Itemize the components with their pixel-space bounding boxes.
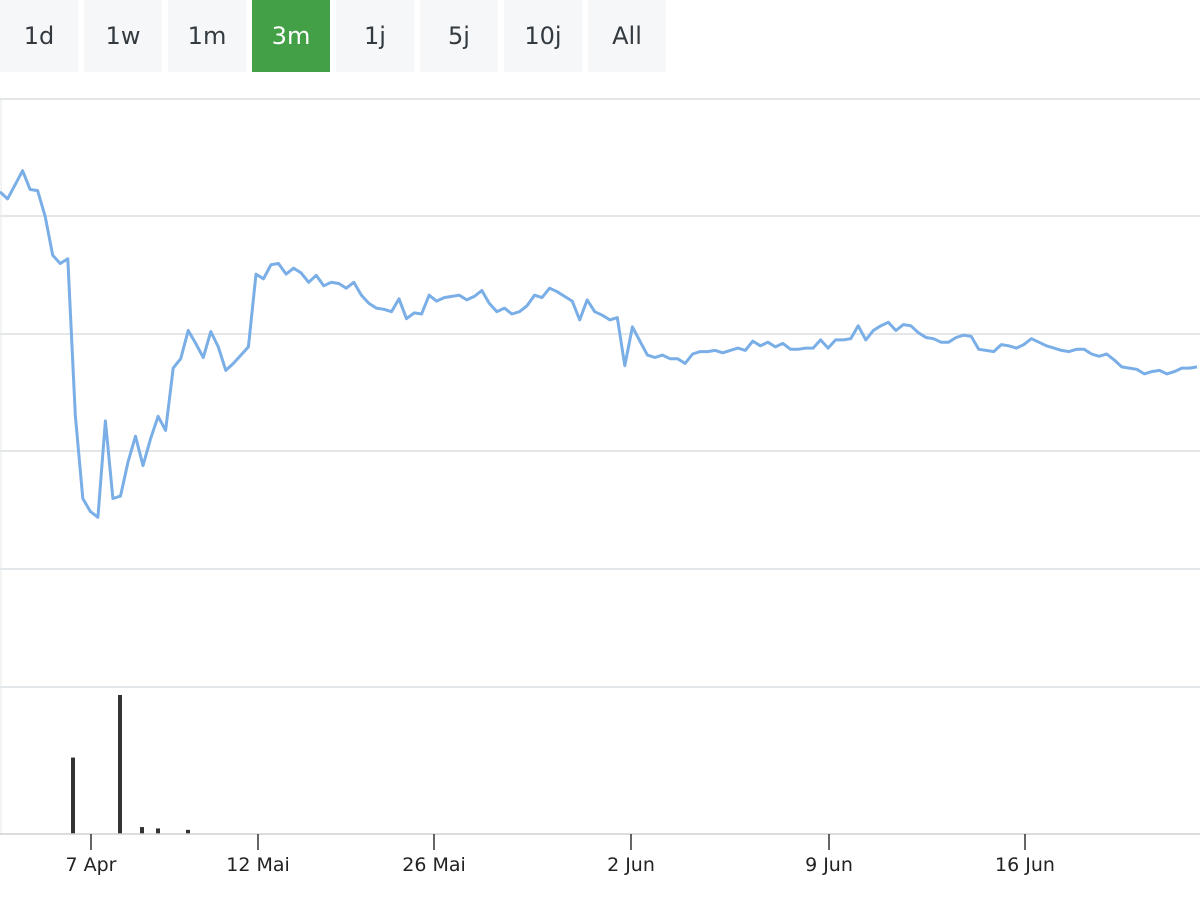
volume-bar-0 xyxy=(71,757,75,834)
x-tick-label-5: 16 Jun xyxy=(995,854,1055,876)
x-tick-label-2: 26 Mai xyxy=(402,854,466,876)
range-button-all[interactable]: All xyxy=(588,0,666,72)
x-tick-label-4: 9 Jun xyxy=(805,854,853,876)
range-selector: 1d 1w 1m 3m 1j 5j 10j All xyxy=(0,0,666,72)
volume-bar-4 xyxy=(186,829,190,834)
range-button-5j[interactable]: 5j xyxy=(420,0,498,72)
price-line xyxy=(0,169,1198,519)
range-button-10j[interactable]: 10j xyxy=(504,0,582,72)
x-tick-label-3: 2 Jun xyxy=(607,854,655,876)
range-button-1m[interactable]: 1m xyxy=(168,0,246,72)
x-tick-label-1: 12 Mai xyxy=(226,854,290,876)
range-button-1d[interactable]: 1d xyxy=(0,0,78,72)
volume-bar-3 xyxy=(156,828,160,834)
range-button-3m[interactable]: 3m xyxy=(252,0,330,72)
range-button-1w[interactable]: 1w xyxy=(84,0,162,72)
volume-bar-1 xyxy=(118,695,122,834)
volume-bar-2 xyxy=(140,827,144,834)
x-tick-label-0: 7 Apr xyxy=(66,854,117,876)
range-button-1j[interactable]: 1j xyxy=(336,0,414,72)
